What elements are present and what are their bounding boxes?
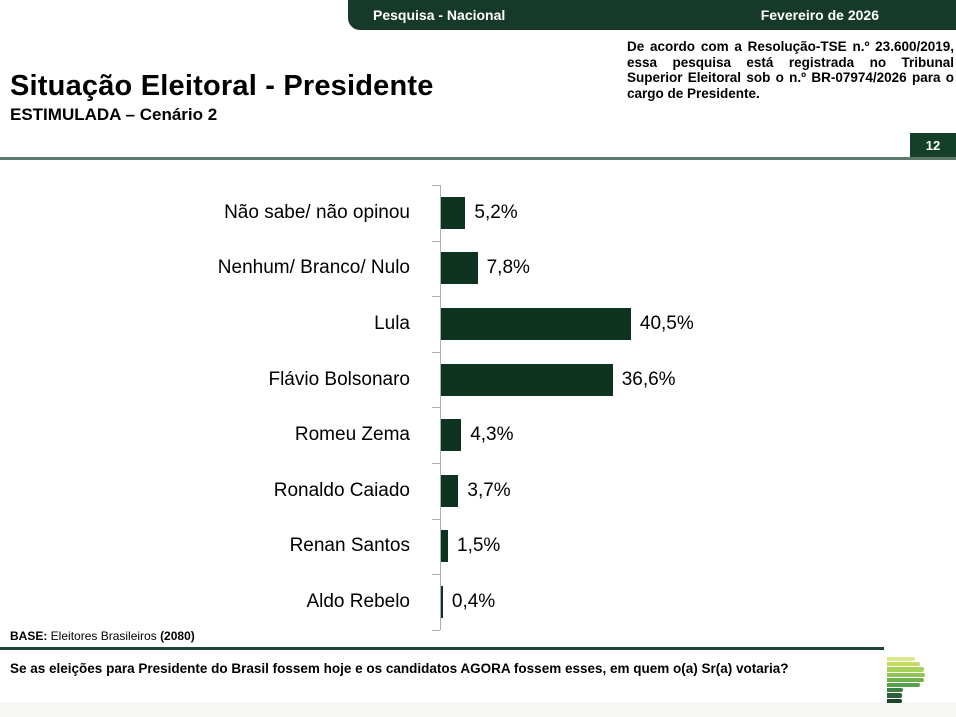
logo-bar: [887, 657, 915, 662]
value-label: 3,7%: [467, 479, 511, 501]
pesquisas-bar-logo: [887, 657, 929, 704]
category-label: Lula: [374, 312, 410, 334]
bar-nao-sabe: [441, 196, 466, 229]
bar-romeu-zema: [441, 419, 462, 452]
page-number-badge: 12: [910, 133, 956, 158]
axis-tick: [432, 351, 440, 353]
bar-row-ronaldo-caiado: Ronaldo Caiado 3,7%: [0, 463, 956, 519]
category-label: Flávio Bolsonaro: [268, 368, 410, 390]
axis-tick: [432, 574, 440, 576]
bar-aldo-rebelo: [441, 585, 443, 618]
value-label: 1,5%: [457, 535, 501, 557]
logo-bar: [887, 667, 924, 672]
bar-row-flavio-bolsonaro: Flávio Bolsonaro 36,6%: [0, 352, 956, 408]
logo-bar: [887, 693, 902, 698]
logo-bar: [887, 677, 924, 682]
value-label: 40,5%: [639, 312, 694, 334]
axis-tick: [432, 518, 440, 520]
category-label: Não sabe/ não opinou: [224, 201, 410, 223]
bar-row-nao-sabe: Não sabe/ não opinou 5,2%: [0, 185, 956, 241]
axis-tick: [432, 407, 440, 409]
base-count: (2080): [160, 629, 195, 643]
axis-tick: [432, 629, 440, 631]
logo-bar: [887, 698, 902, 703]
page-title: Situação Eleitoral - Presidente: [10, 70, 434, 102]
bar-row-romeu-zema: Romeu Zema 4,3%: [0, 407, 956, 463]
axis-tick: [432, 185, 440, 186]
tse-registration-note: De acordo com a Resolução-TSE n.º 23.600…: [627, 39, 954, 101]
page-subtitle: ESTIMULADA – Cenário 2: [10, 105, 218, 124]
category-label: Ronaldo Caiado: [273, 479, 410, 501]
base-label: BASE:: [10, 629, 48, 643]
poll-bar-chart: Não sabe/ não opinou 5,2% Nenhum/ Branco…: [0, 185, 956, 631]
axis-tick: [432, 240, 440, 242]
value-label: 0,4%: [451, 590, 496, 612]
bar-row-nenhum: Nenhum/ Branco/ Nulo 7,8%: [0, 241, 956, 297]
value-label: 5,2%: [474, 201, 518, 223]
category-label: Romeu Zema: [294, 424, 410, 446]
footer-divider: [0, 647, 884, 650]
axis-tick: [432, 296, 440, 298]
bar-row-lula: Lula 40,5%: [0, 296, 956, 352]
axis-tick: [432, 463, 440, 464]
logo-bar: [887, 662, 920, 667]
sample-base: BASE: Eleitores Brasileiros (2080): [10, 629, 195, 643]
bar-renan-santos: [441, 530, 448, 563]
bottom-strip: [0, 702, 956, 717]
value-label: 36,6%: [621, 368, 676, 390]
title-divider: [0, 157, 956, 160]
header-survey-date: Fevereiro de 2026: [760, 7, 879, 23]
value-label: 4,3%: [470, 424, 514, 446]
bar-row-aldo-rebelo: Aldo Rebelo 0,4%: [0, 574, 956, 630]
bar-lula: [441, 307, 631, 340]
category-label: Renan Santos: [289, 535, 410, 557]
logo-bar: [887, 672, 925, 677]
bar-ronaldo-caiado: [441, 474, 459, 507]
value-label: 7,8%: [486, 257, 530, 279]
category-label: Nenhum/ Branco/ Nulo: [217, 257, 410, 279]
header-survey-scope: Pesquisa - Nacional: [373, 7, 506, 23]
bar-nenhum: [441, 252, 478, 285]
logo-bar: [887, 682, 920, 688]
logo-bar: [887, 688, 903, 693]
category-label: Aldo Rebelo: [306, 590, 410, 612]
base-text: Eleitores Brasileiros: [47, 629, 161, 643]
bar-row-renan-santos: Renan Santos 1,5%: [0, 519, 956, 575]
header-bar: Pesquisa - Nacional Fevereiro de 2026: [348, 0, 956, 30]
chart-y-axis: [440, 185, 441, 630]
bar-flavio-bolsonaro: [441, 363, 613, 396]
survey-question: Se as eleições para Presidente do Brasil…: [10, 661, 789, 676]
